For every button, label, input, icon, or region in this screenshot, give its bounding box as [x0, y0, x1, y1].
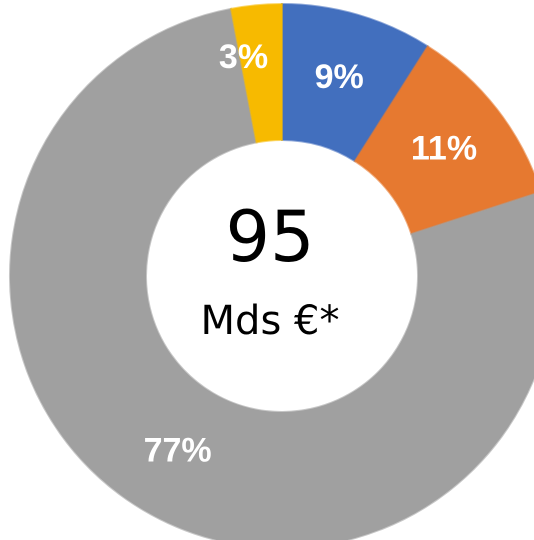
value-label: 9% — [315, 58, 364, 96]
slice — [353, 44, 534, 236]
value-label: 77% — [144, 431, 212, 469]
slices — [9, 2, 534, 540]
labels: 9% 11% 77% 3% — [144, 38, 477, 469]
slice — [229, 2, 283, 144]
value-label: 3% — [219, 38, 268, 76]
slice — [9, 7, 534, 540]
center-unit: Mds €* — [201, 298, 340, 344]
center-value: 95 — [225, 196, 314, 278]
value-label: 11% — [411, 129, 477, 167]
